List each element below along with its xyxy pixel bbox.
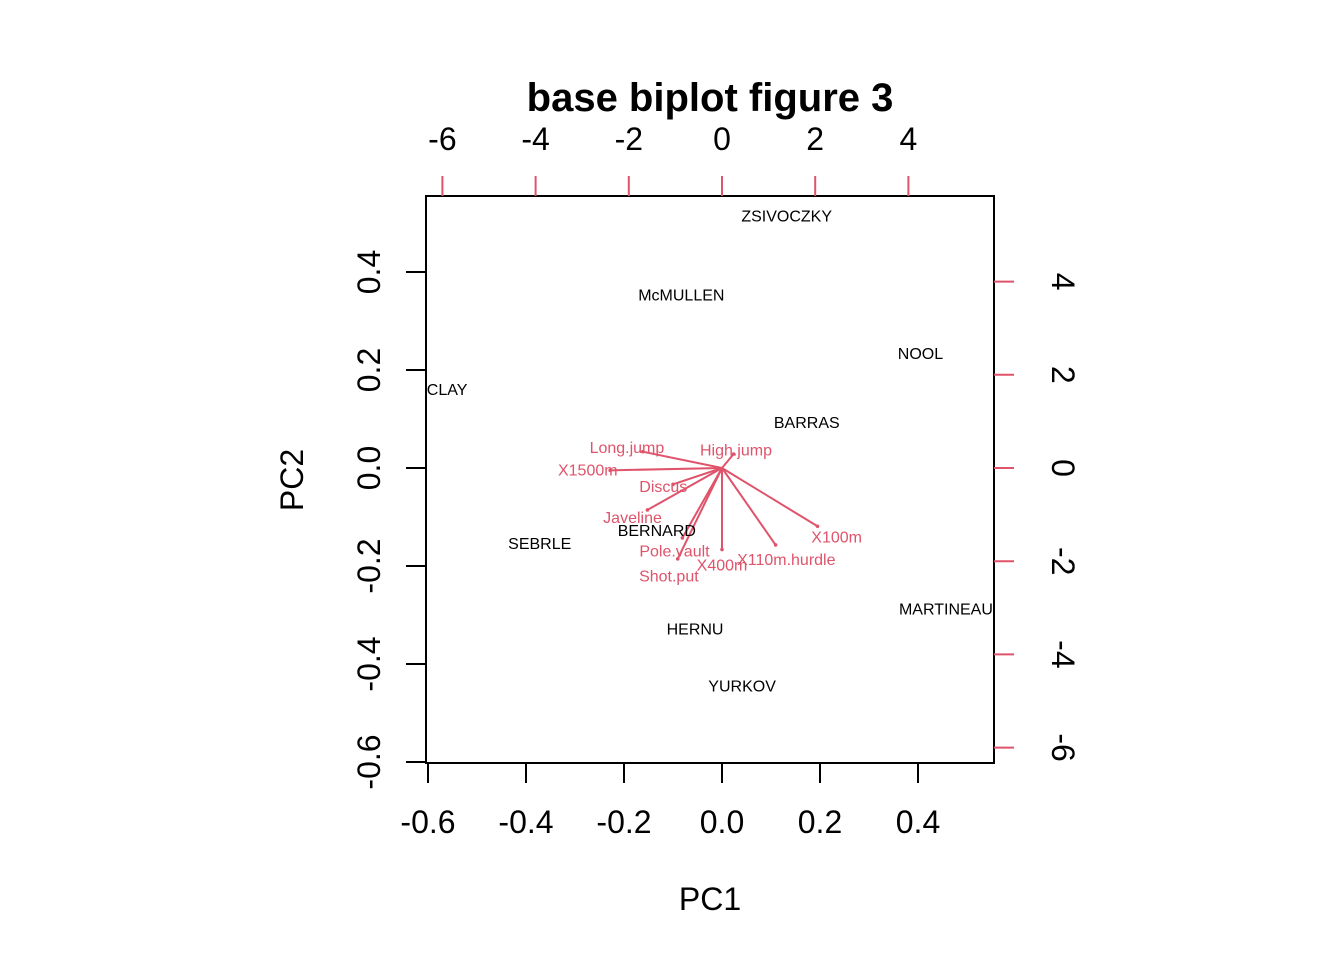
chart-title: base biplot figure 3 [527, 76, 894, 120]
observation-label: HERNU [667, 622, 724, 639]
y-tick-label: -0.6 [351, 734, 387, 789]
arrow-head [608, 468, 612, 473]
right-tick-label: -4 [1045, 640, 1081, 668]
observation-label: SEBRLE [508, 536, 571, 553]
x-tick-label: -0.2 [596, 804, 651, 840]
variable-label: Discus [639, 479, 687, 496]
axes: -0.6 -0.4 -0.2 0.0 0.2 0.4 -0.6 -0.4 -0.2 0.0 0.2 0… [351, 121, 1081, 840]
top-tick-label: 4 [900, 121, 918, 157]
variable-label: Shot.put [639, 569, 699, 586]
variable-label: X100m [811, 529, 862, 546]
plot-frame [425, 195, 995, 764]
arrow-head [640, 449, 645, 454]
variable-arrow [676, 467, 723, 560]
top-tick-label: -6 [428, 121, 456, 157]
arrow-head [720, 547, 724, 552]
y-axis-title: PC2 [274, 449, 310, 511]
x-tick-label: 0.4 [896, 804, 940, 840]
y-tick-label: -0.4 [351, 636, 387, 691]
right-tick-label: -2 [1045, 547, 1081, 575]
observation-label: BARRAS [774, 415, 840, 432]
variable-arrow [642, 450, 723, 469]
variable-label: X400m [697, 557, 748, 574]
variable-arrow [672, 467, 723, 486]
y-tick-label: 0.2 [351, 348, 387, 392]
variable-label: High.jump [700, 443, 772, 460]
arrow-head [731, 452, 736, 456]
variable-arrow [646, 467, 723, 511]
x-tick-label: 0.0 [700, 804, 744, 840]
top-tick-label: -2 [615, 121, 643, 157]
arrow-head [671, 482, 675, 487]
top-tick-label: 2 [806, 121, 824, 157]
y-tick-label: 0.4 [351, 250, 387, 294]
variable-arrow [721, 467, 819, 528]
variable-label: X110m.hurdle [737, 552, 836, 569]
observation-label: YURKOV [708, 679, 776, 696]
arrow-head [675, 557, 680, 561]
x-axis-title: PC1 [679, 881, 741, 917]
arrow-head [773, 543, 778, 547]
variable-arrow [721, 467, 777, 546]
variable-label: Pole.vault [639, 543, 710, 560]
right-tick-label: 0 [1045, 459, 1081, 477]
top-tick-label: -4 [521, 121, 549, 157]
observation-label: NOOL [898, 346, 943, 363]
x-tick-label: 0.2 [798, 804, 842, 840]
arrow-head [645, 508, 650, 512]
x-tick-label: -0.4 [498, 804, 553, 840]
observation-label: BERNARD [618, 523, 696, 540]
right-tick-label: 2 [1045, 366, 1081, 384]
arrow-head [815, 524, 820, 529]
observation-label: MARTINEAU [899, 602, 993, 619]
y-tick-label: 0.0 [351, 446, 387, 490]
observation-labels: ZSIVOCZKY McMULLEN NOOL CLAY BARRAS BERNARD SE… [427, 209, 993, 696]
variable-label: X1500m [558, 462, 618, 479]
right-tick-label: -6 [1045, 733, 1081, 761]
x-tick-label: -0.6 [400, 804, 455, 840]
observation-label: McMULLEN [638, 288, 724, 305]
variable-arrow [721, 453, 735, 469]
right-tick-label: 4 [1045, 273, 1081, 291]
variable-arrow [610, 467, 723, 472]
top-tick-label: 0 [713, 121, 731, 157]
variable-label: Long.jump [590, 440, 665, 457]
y-tick-label: -0.2 [351, 538, 387, 593]
variable-arrows: Long.jump High.jump X1500m Discus Javeline Po… [558, 440, 862, 586]
variable-label: Javeline [603, 510, 662, 527]
observation-label: CLAY [427, 382, 468, 399]
arrow-head [680, 536, 685, 540]
observation-label: ZSIVOCZKY [741, 209, 832, 226]
